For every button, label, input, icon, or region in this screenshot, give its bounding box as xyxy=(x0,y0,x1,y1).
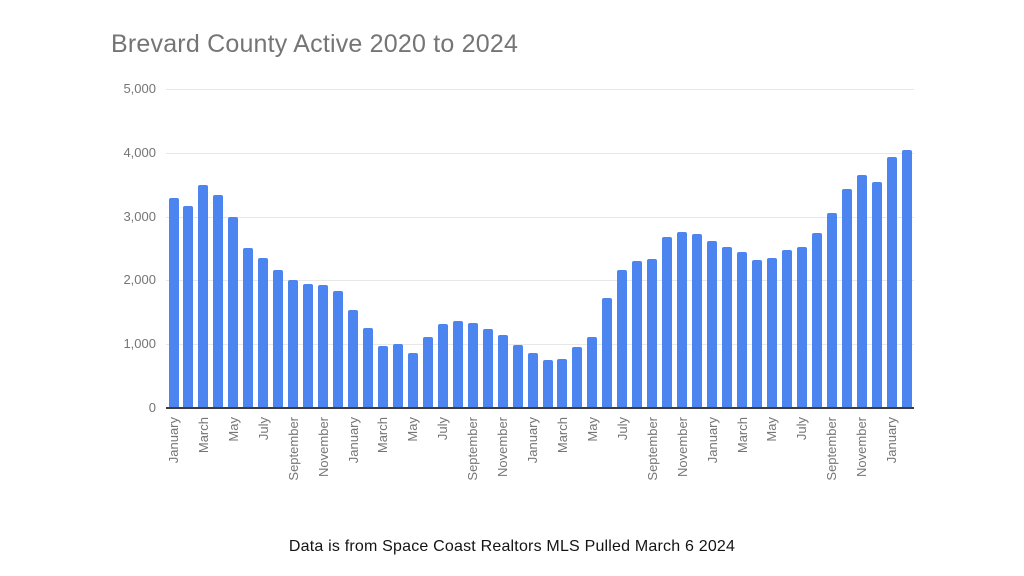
bar xyxy=(826,213,837,408)
bar xyxy=(273,270,284,408)
bar xyxy=(333,290,343,408)
gridline xyxy=(166,344,914,346)
x-axis-tick-label: January xyxy=(166,417,181,464)
footer-note: Data is from Space Coast Realtors MLS Pu… xyxy=(288,538,736,555)
bar xyxy=(632,260,643,408)
bar xyxy=(692,233,703,408)
bar xyxy=(662,237,673,408)
bar xyxy=(377,346,388,408)
bar xyxy=(587,336,598,408)
x-axis-tick-label: May xyxy=(584,417,600,442)
bar xyxy=(348,310,358,408)
bar xyxy=(707,240,717,408)
x-axis-tick-label: September xyxy=(285,417,301,481)
bar xyxy=(168,198,179,408)
x-axis-tick-label: November xyxy=(854,417,870,477)
bar xyxy=(781,249,792,408)
x-axis-tick-label: May xyxy=(764,417,780,442)
x-axis-tick-label: July xyxy=(614,417,630,441)
bar xyxy=(677,231,688,408)
bar xyxy=(871,181,882,408)
y-axis-tick-label: 2,000 xyxy=(123,272,156,288)
x-axis-tick-label: January xyxy=(525,417,540,464)
bar xyxy=(901,150,912,408)
bar xyxy=(602,298,613,408)
bar xyxy=(213,194,224,408)
gridline xyxy=(166,152,914,154)
bar xyxy=(467,323,478,408)
x-axis-tick-label: September xyxy=(824,417,840,481)
bar xyxy=(258,258,269,408)
x-axis-tick-label: March xyxy=(195,417,211,454)
bar xyxy=(886,157,897,408)
bar xyxy=(617,269,628,408)
y-axis-tick-label: 0 xyxy=(148,400,156,415)
x-axis-tick-label: November xyxy=(674,417,690,477)
bar xyxy=(841,189,852,408)
y-axis-tick-label: 1,000 xyxy=(123,336,156,352)
bar xyxy=(572,347,583,408)
gridline xyxy=(166,216,914,218)
chart-title: Brevard County Active 2020 to 2024 xyxy=(111,30,519,58)
bar xyxy=(856,175,867,408)
bar xyxy=(811,233,822,408)
x-axis-tick-label: September xyxy=(644,417,660,481)
x-axis-tick-label: July xyxy=(794,417,810,441)
bar xyxy=(407,352,418,408)
bar xyxy=(422,336,433,408)
bar xyxy=(452,321,463,408)
bar xyxy=(737,251,747,408)
y-axis-tick-label: 5,000 xyxy=(123,81,156,96)
x-axis-tick-label: November xyxy=(315,417,331,477)
bar xyxy=(183,205,194,408)
x-axis-tick-label: January xyxy=(345,417,361,464)
y-axis-tick-label: 3,000 xyxy=(123,208,156,224)
x-axis-tick-label: July xyxy=(435,417,451,441)
bar xyxy=(497,334,508,408)
y-axis-tick-label: 4,000 xyxy=(123,144,156,160)
bar xyxy=(766,258,777,408)
bar xyxy=(512,344,523,408)
bar xyxy=(751,260,762,408)
gridline xyxy=(166,280,914,282)
bar xyxy=(243,247,254,408)
x-axis-tick-label: March xyxy=(554,417,570,454)
bar xyxy=(288,280,299,408)
bar xyxy=(228,216,239,408)
x-axis-tick-label: May xyxy=(405,417,421,442)
x-axis-tick-label: January xyxy=(704,417,720,464)
bar xyxy=(542,359,553,408)
x-axis-tick-label: November xyxy=(495,417,511,477)
x-axis-line xyxy=(166,407,914,409)
bar xyxy=(482,328,493,408)
bar xyxy=(303,283,314,408)
bar xyxy=(527,353,538,408)
bar xyxy=(557,358,568,408)
bar xyxy=(318,284,329,408)
x-axis-tick-label: March xyxy=(375,417,391,454)
x-axis-tick-label: July xyxy=(255,417,271,441)
gridline xyxy=(166,89,914,90)
x-axis-tick-label: March xyxy=(734,417,750,454)
bar xyxy=(363,328,373,409)
bar xyxy=(647,258,658,408)
bar xyxy=(722,247,732,408)
x-axis-tick-label: January xyxy=(884,417,900,464)
x-axis-tick-label: September xyxy=(465,417,481,481)
bar xyxy=(392,343,403,408)
x-axis-tick-label: May xyxy=(225,417,241,442)
bar xyxy=(437,324,448,408)
bar xyxy=(198,184,209,408)
bar xyxy=(796,246,807,408)
